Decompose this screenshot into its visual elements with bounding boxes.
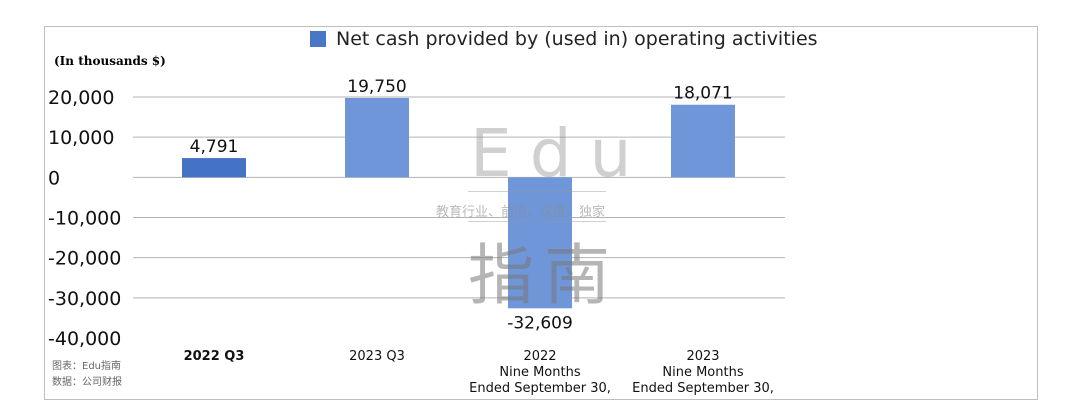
data-label: 19,750	[347, 77, 406, 97]
data-label: 4,791	[190, 137, 239, 157]
legend-swatch	[310, 31, 326, 47]
y-tick-label: 0	[48, 167, 60, 189]
chart-frame	[44, 26, 1038, 400]
x-tick-label: 2022	[523, 349, 556, 364]
data-label: -32,609	[507, 313, 573, 333]
x-tick-label: 2022 Q3	[184, 349, 245, 364]
unit-label: (In thousands $)	[54, 54, 166, 68]
x-tick-label: Nine Months	[499, 365, 580, 380]
legend-label: Net cash provided by (used in) operating…	[336, 28, 818, 50]
chart-credit: 图表：Edu指南	[52, 361, 122, 372]
bar	[671, 104, 735, 178]
x-tick-label: 2023 Q3	[349, 349, 405, 364]
bar	[182, 158, 246, 178]
x-tick-label: Ended September 30,	[632, 381, 774, 396]
y-tick-label: -40,000	[48, 328, 121, 350]
y-tick-label: 20,000	[48, 87, 114, 109]
y-tick-label: -20,000	[48, 248, 121, 270]
y-tick-label: -10,000	[48, 208, 121, 230]
chart-legend: Net cash provided by (used in) operating…	[310, 28, 818, 50]
y-tick-label: 10,000	[48, 127, 114, 149]
bar	[345, 98, 409, 178]
data-label: 18,071	[673, 84, 732, 104]
y-tick-label: -30,000	[48, 288, 121, 310]
data-credit: 数据：公司财报	[52, 377, 122, 388]
x-tick-label: Nine Months	[662, 365, 743, 380]
x-tick-label: Ended September 30,	[469, 381, 611, 396]
x-tick-label: 2023	[686, 349, 719, 364]
bar	[508, 177, 572, 309]
